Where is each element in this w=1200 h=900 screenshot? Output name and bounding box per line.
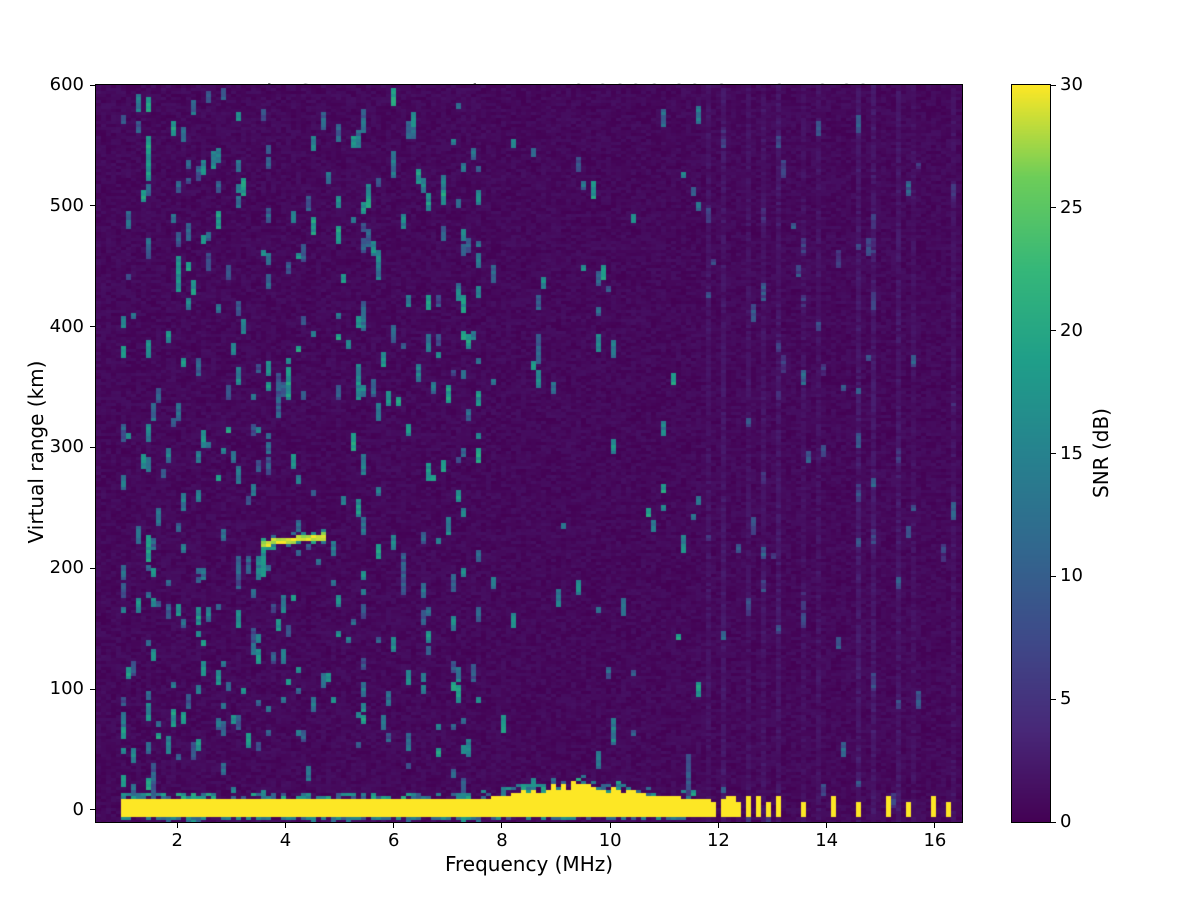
y-tick-mark xyxy=(90,205,95,207)
colorbar-tick-label: 5 xyxy=(1060,688,1072,710)
y-tick-label: 400 xyxy=(49,315,84,337)
x-tick-label: 8 xyxy=(496,830,508,851)
colorbar-tick-label: 20 xyxy=(1060,319,1083,341)
colorbar-tick-mark xyxy=(1051,698,1056,700)
colorbar-tick-mark xyxy=(1051,330,1056,332)
x-tick-label: 14 xyxy=(815,830,839,851)
x-tick-mark xyxy=(176,823,178,828)
y-tick-label: 100 xyxy=(49,678,84,700)
x-axis-label: Frequency (MHz) xyxy=(444,852,614,876)
y-tick-label: 600 xyxy=(49,74,84,95)
colorbar-tick-mark xyxy=(1051,575,1056,577)
x-tick-label: 4 xyxy=(279,830,292,851)
x-tick-mark xyxy=(501,823,503,828)
x-tick-label: 12 xyxy=(706,830,730,851)
x-tick-label: 6 xyxy=(387,830,400,851)
plot-area xyxy=(95,84,963,823)
y-tick-mark xyxy=(90,84,95,86)
colorbar-tick-label: 30 xyxy=(1060,74,1083,95)
y-tick-mark xyxy=(90,809,95,811)
x-tick-mark xyxy=(826,823,828,828)
colorbar-tick-mark xyxy=(1051,453,1056,454)
x-tick-mark xyxy=(717,823,719,828)
y-tick-mark xyxy=(90,567,95,569)
colorbar-tick-mark xyxy=(1051,207,1056,209)
colorbar-tick-label: 10 xyxy=(1060,565,1083,587)
x-tick-mark xyxy=(284,823,286,828)
colorbar-tick-mark xyxy=(1051,84,1056,86)
y-tick-label: 300 xyxy=(49,436,84,458)
x-tick-mark xyxy=(393,823,395,828)
colorbar-tick-mark xyxy=(1051,821,1056,823)
y-tick-mark xyxy=(90,688,95,690)
x-tick-mark xyxy=(609,823,611,828)
y-tick-mark xyxy=(90,446,95,448)
y-tick-label: 0 xyxy=(72,798,84,820)
colorbar-tick-label: 15 xyxy=(1060,442,1083,464)
ionogram-heatmap-canvas xyxy=(96,85,962,822)
y-tick-label: 200 xyxy=(49,557,84,579)
colorbar-label: SNR (dB) xyxy=(1089,408,1113,498)
x-tick-mark xyxy=(934,823,936,828)
colorbar-tick-label: 25 xyxy=(1060,196,1083,218)
y-tick-mark xyxy=(90,326,95,328)
x-tick-label: 10 xyxy=(598,830,622,851)
colorbar-tick-label: 0 xyxy=(1060,811,1072,832)
x-tick-label: 2 xyxy=(171,830,183,851)
colorbar-canvas xyxy=(1012,85,1050,822)
x-tick-label: 16 xyxy=(923,830,947,851)
colorbar xyxy=(1011,84,1051,823)
y-tick-label: 500 xyxy=(49,194,84,216)
